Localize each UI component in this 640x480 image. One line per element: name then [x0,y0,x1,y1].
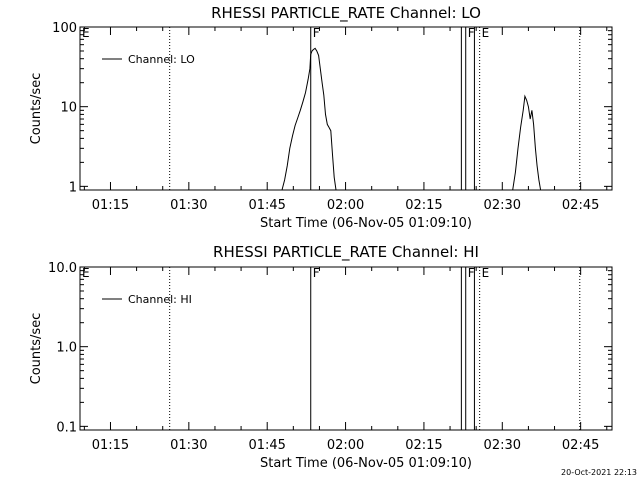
chart-title: RHESSI PARTICLE_RATE Channel: HI [213,243,479,262]
x-tick-label: 02:30 [484,438,521,453]
x-tick-label: 01:45 [248,198,285,213]
y-axis-label: Counts/sec [29,313,44,385]
x-axis-label: Start Time (06-Nov-05 01:09:10) [260,216,472,231]
x-tick-label: 01:15 [92,438,129,453]
x-tick-label: 02:15 [405,198,442,213]
x-tick-label: 02:00 [327,198,364,213]
lo-channel-panel: RHESSI PARTICLE_RATE Channel: LO Start Ti… [29,4,613,231]
y-tick-label: 1.0 [56,341,77,356]
x-tick-label: 01:45 [248,438,285,453]
plot-frame [79,26,613,191]
x-tick-label: 01:30 [170,438,207,453]
event-marker-label: E [482,26,490,40]
event-marker-label: E [482,266,490,280]
y-axis-label: Counts/sec [29,73,44,145]
event-marker-label: F [468,26,475,40]
series-line [512,94,542,190]
y-tick-label: 100 [52,21,77,36]
x-tick-label: 02:15 [405,438,442,453]
x-tick-label: 02:00 [327,438,364,453]
x-axis-label: Start Time (06-Nov-05 01:09:10) [260,456,472,471]
event-marker-label: E [82,266,90,280]
hi-channel-panel: RHESSI PARTICLE_RATE Channel: HI Start Ti… [29,243,613,471]
x-tick-label: 01:15 [92,198,129,213]
legend-label: Channel: HI [128,293,192,306]
y-tick-label: 1 [69,180,77,195]
x-tick-label: 02:45 [562,438,599,453]
event-marker-label: F [313,26,320,40]
x-tick-label: 02:45 [562,198,599,213]
y-tick-label: 0.1 [56,420,77,435]
chart-title: RHESSI PARTICLE_RATE Channel: LO [211,4,481,23]
series-line [281,47,337,190]
event-marker-label: E [82,26,90,40]
generation-timestamp: 20-Oct-2021 22:13 [561,468,637,477]
legend-label: Channel: LO [128,53,195,66]
event-marker-label: F [313,266,320,280]
y-tick-label: 10.0 [48,261,77,276]
x-tick-label: 01:30 [170,198,207,213]
plot-frame [79,266,613,431]
event-marker-label: F [468,266,475,280]
y-tick-label: 10 [60,101,77,116]
x-tick-label: 02:30 [484,198,521,213]
